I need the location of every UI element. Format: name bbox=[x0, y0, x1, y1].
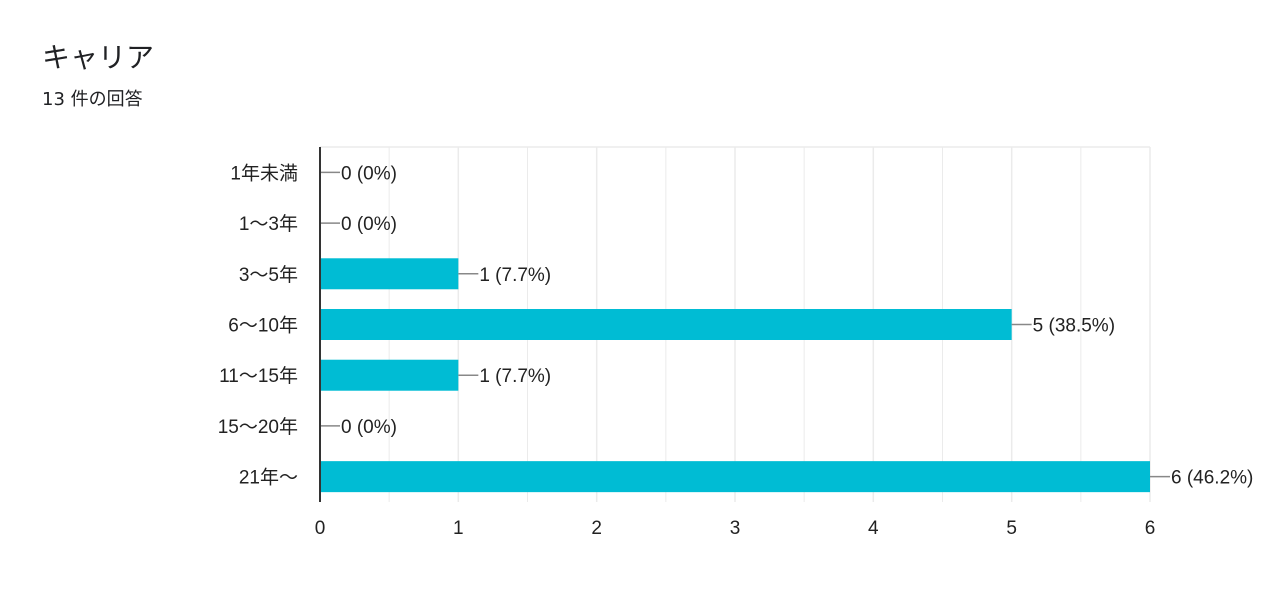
x-tick-label: 2 bbox=[591, 518, 602, 539]
x-tick-label: 6 bbox=[1145, 518, 1156, 539]
bar bbox=[320, 258, 459, 290]
category-label: 11〜15年 bbox=[219, 365, 298, 387]
x-tick-label: 1 bbox=[453, 518, 464, 539]
x-tick-label: 3 bbox=[730, 518, 741, 539]
x-tick-label: 5 bbox=[1006, 518, 1017, 539]
bar bbox=[320, 461, 1150, 493]
category-label: 3〜5年 bbox=[239, 264, 298, 286]
bar bbox=[320, 309, 1012, 340]
data-label: 1 (7.7%) bbox=[479, 265, 551, 286]
response-count: 13 件の回答 bbox=[42, 89, 143, 110]
question-title: キャリア bbox=[42, 41, 155, 74]
data-label: 6 (46.2%) bbox=[1171, 468, 1253, 489]
data-label: 0 (0%) bbox=[341, 214, 397, 235]
category-label: 1年未満 bbox=[230, 162, 298, 184]
data-label: 1 (7.7%) bbox=[479, 366, 551, 387]
data-label: 0 (0%) bbox=[341, 163, 397, 184]
bar bbox=[320, 359, 459, 391]
data-label: 0 (0%) bbox=[341, 417, 397, 438]
x-tick-label: 0 bbox=[315, 518, 326, 539]
category-label: 15〜20年 bbox=[218, 416, 298, 438]
category-label: 21年〜 bbox=[239, 467, 298, 489]
category-label: 1〜3年 bbox=[239, 213, 298, 235]
x-tick-label: 4 bbox=[868, 518, 879, 539]
data-label: 5 (38.5%) bbox=[1033, 316, 1115, 337]
category-label: 6〜10年 bbox=[228, 315, 298, 337]
chart-header: キャリア 13 件の回答 bbox=[42, 38, 154, 112]
